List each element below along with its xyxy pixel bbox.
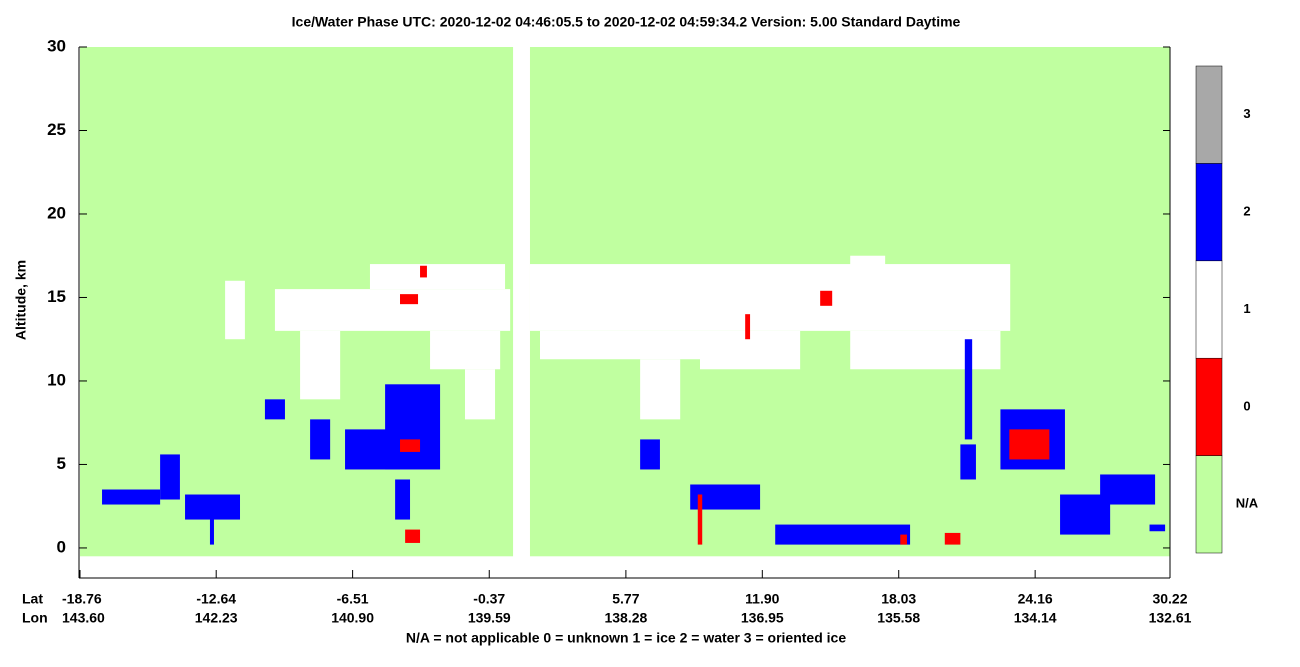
phase-patch — [640, 439, 660, 470]
phase-patch — [529, 264, 1011, 331]
lon-label: 138.28 — [604, 610, 647, 626]
phase-patch — [944, 532, 961, 545]
legend-label: 0 — [1243, 398, 1250, 413]
phase-patch — [430, 330, 501, 370]
lon-label: 136.95 — [741, 610, 784, 626]
phase-patch — [1149, 524, 1166, 532]
phase-patch — [405, 529, 421, 543]
x-tick-label: -12.64 — [196, 591, 236, 607]
phase-patch — [400, 439, 421, 452]
phase-patch — [385, 384, 441, 470]
legend-label: N/A — [1236, 496, 1259, 511]
x-tick-label: 18.03 — [881, 591, 916, 607]
legend-label: 1 — [1243, 301, 1250, 316]
phase-patch — [960, 444, 976, 480]
legend-swatch — [1195, 65, 1223, 164]
phase-patch — [395, 479, 411, 520]
footnote: N/A = not applicable 0 = unknown 1 = ice… — [406, 630, 846, 646]
legend-swatch — [1195, 260, 1223, 359]
phase-patch — [400, 294, 419, 305]
lon-label: 142.23 — [195, 610, 238, 626]
phase-patch — [420, 265, 427, 278]
phase-patch — [310, 419, 331, 460]
y-tick-label: 0 — [57, 537, 66, 556]
x-tick-label: 24.16 — [1018, 591, 1053, 607]
legend-swatch — [1195, 163, 1223, 262]
phase-patch — [850, 330, 1001, 370]
phase-patch — [300, 330, 341, 400]
phase-patch — [264, 399, 285, 420]
lon-label: 134.14 — [1014, 610, 1057, 626]
legend-label: 2 — [1243, 204, 1250, 219]
y-tick-label: 15 — [47, 287, 66, 306]
phase-patch — [209, 499, 214, 545]
phase-patch — [1009, 429, 1050, 460]
x-tick-label: 30.22 — [1152, 591, 1187, 607]
x-row-label: Lat — [22, 591, 43, 607]
lon-label: 132.61 — [1149, 610, 1192, 626]
y-tick-label: 30 — [47, 36, 66, 55]
phase-patch — [225, 280, 245, 340]
y-tick-label: 10 — [47, 370, 66, 389]
legend-swatch — [1195, 455, 1223, 554]
legend-label: 3 — [1243, 106, 1250, 121]
phase-patch — [160, 454, 180, 500]
chart-title: Ice/Water Phase UTC: 2020-12-02 04:46:05… — [292, 14, 961, 30]
lon-label: 139.59 — [468, 610, 511, 626]
phase-patch — [900, 534, 907, 545]
x-row-label: Lon — [22, 610, 48, 626]
x-tick-label: 5.77 — [612, 591, 639, 607]
phase-patch — [820, 290, 833, 306]
x-tick-label: -6.51 — [337, 591, 369, 607]
x-tick-label: 11.90 — [745, 591, 779, 607]
phase-patch — [775, 524, 911, 545]
phase-patch — [369, 264, 506, 290]
phase-patch — [274, 289, 511, 331]
x-tick-label: -18.76 — [62, 591, 102, 607]
phase-patch — [850, 255, 886, 290]
phase-patch — [464, 369, 496, 420]
y-tick-label: 20 — [47, 203, 66, 222]
legend-swatch — [1195, 357, 1223, 456]
phase-patch — [539, 330, 700, 360]
y-tick-label: 25 — [47, 120, 66, 139]
phase-patch — [964, 339, 973, 440]
phase-patch — [640, 359, 681, 420]
lon-label: 140.90 — [331, 610, 374, 626]
phase-patch — [102, 489, 161, 505]
lon-label: 135.58 — [877, 610, 920, 626]
x-tick-label: -0.37 — [473, 591, 505, 607]
y-tick-label: 5 — [57, 454, 66, 473]
lon-label: 143.60 — [62, 610, 105, 626]
phase-patch — [697, 494, 703, 545]
phase-patch — [1100, 474, 1156, 505]
y-axis-label: Altitude, km — [13, 260, 29, 340]
phase-patch — [745, 314, 751, 340]
